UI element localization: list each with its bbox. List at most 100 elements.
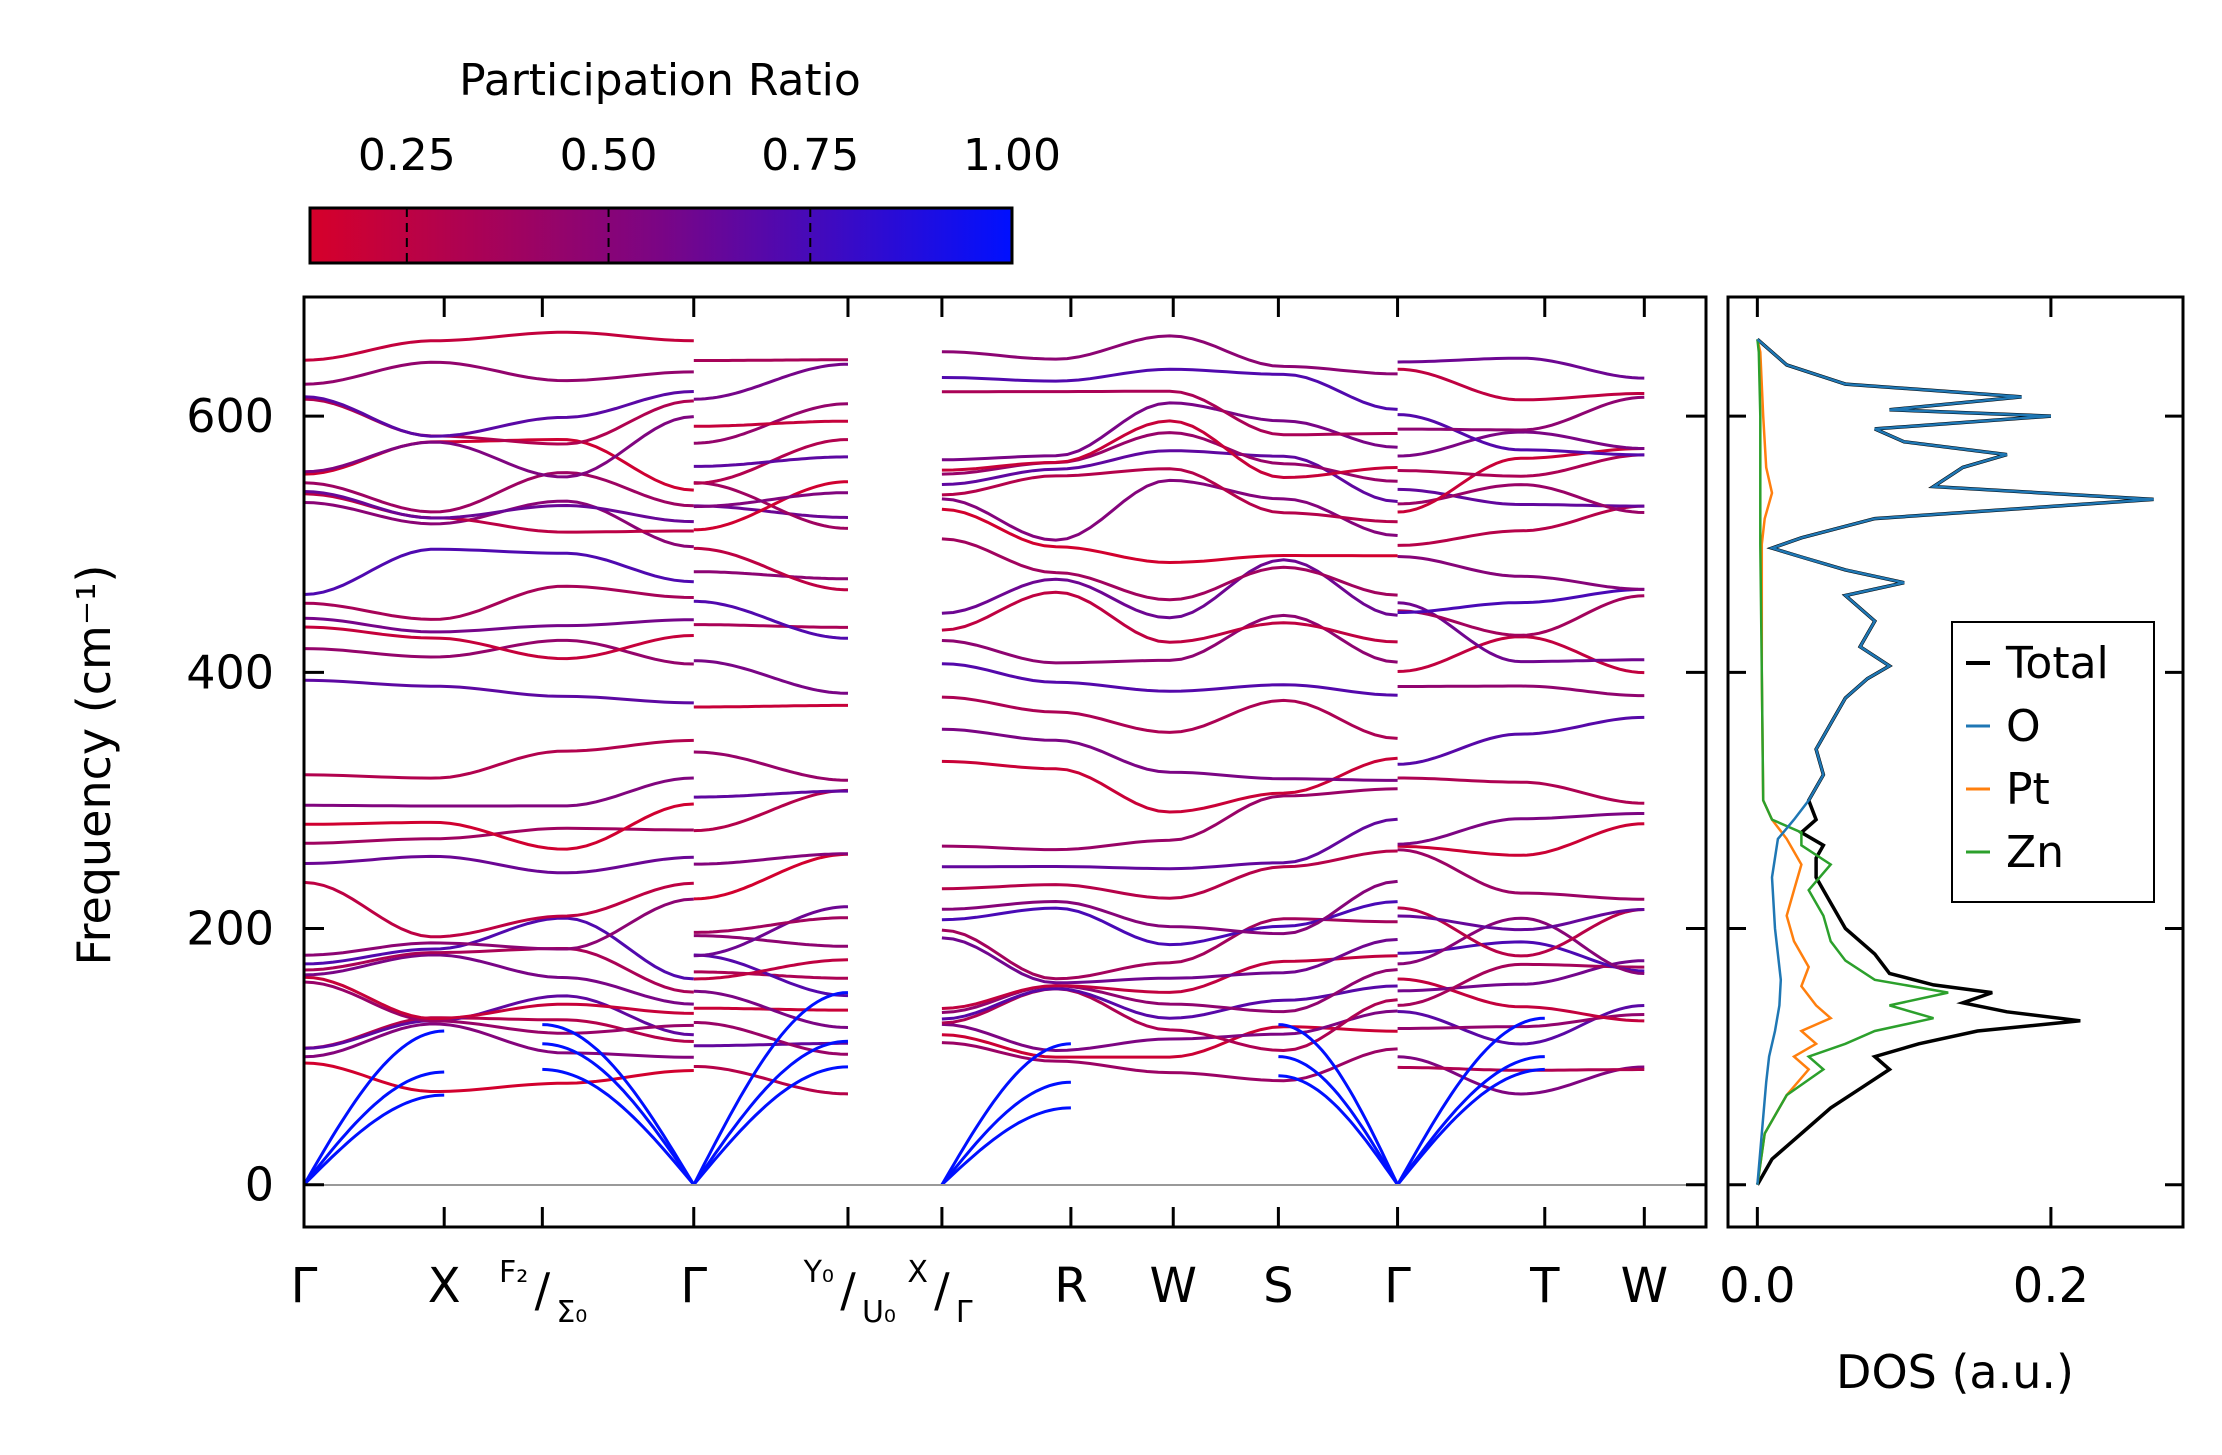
acoustic-branch: [1278, 1074, 1399, 1186]
band-x-tick-label: Γ: [1384, 1258, 1411, 1314]
phonon-branch: [693, 1065, 849, 1096]
phonon-branch: [1397, 962, 1645, 1007]
phonon-branch: [941, 613, 1398, 665]
phonon-branch: [304, 776, 694, 808]
phonon-branch: [941, 590, 1398, 644]
dos-line-zn: [1756, 339, 1949, 1185]
phonon-branch: [1397, 1065, 1645, 1072]
band-x-tick-label: F₂ / Σ₀: [499, 1255, 587, 1330]
band-x-tick-label: Y₀ / U₀: [803, 1255, 896, 1330]
band-x-tick-label-upper: Y₀: [803, 1255, 834, 1290]
band-x-tick-label-upper: X: [907, 1255, 928, 1290]
dos-x-tick-label: 0.0: [1719, 1258, 1795, 1314]
colorbar-tick-label: 0.25: [358, 130, 456, 181]
phonon-branch: [941, 984, 1398, 1021]
phonon-branch: [1397, 356, 1645, 380]
acoustic-branch: [940, 1106, 1071, 1186]
phonon-branch: [693, 789, 848, 799]
phonon-branch: [304, 625, 694, 661]
phonon-branch: [693, 480, 849, 532]
phonon-branch: [304, 738, 694, 780]
legend-frame: [1951, 621, 2155, 903]
phonon-branch: [693, 362, 849, 401]
phonon-branch: [1397, 555, 1645, 591]
phonon-branch: [304, 1061, 694, 1093]
acoustic-branch: [304, 1070, 445, 1186]
phonon-branch: [304, 897, 694, 957]
acoustic-branch: [692, 991, 849, 1186]
phonon-branch: [304, 880, 694, 939]
phonon-branch: [1397, 1055, 1645, 1096]
phonon-branch: [1397, 812, 1645, 846]
phonon-branch: [1397, 395, 1645, 432]
band-x-tick-label: Γ: [291, 1258, 318, 1314]
band-x-tick-label: W: [1150, 1258, 1197, 1314]
phonon-branch: [693, 750, 849, 782]
phonon-branch: [1397, 908, 1645, 932]
phonon-branch: [1397, 587, 1645, 614]
dos-line-o: [1756, 338, 2154, 1185]
band-x-tick-label: X / Γ: [907, 1255, 973, 1330]
phonon-branch: [941, 900, 1398, 947]
phonon-branch: [304, 975, 694, 1021]
phonon-branch: [941, 334, 1398, 376]
acoustic-branch: [304, 1093, 445, 1186]
phonon-branch: [941, 507, 1398, 565]
phonon-branch: [941, 419, 1398, 480]
band-x-tick-label: S: [1263, 1258, 1293, 1314]
phonon-branch: [941, 954, 1398, 1010]
phonon-branch: [304, 854, 694, 875]
legend-label-total: Total: [2005, 638, 2109, 689]
phonon-branch: [1397, 1004, 1645, 1046]
phonon-branch: [693, 570, 848, 581]
phonon-branch: [941, 367, 1398, 411]
phonon-branch: [1397, 977, 1645, 1023]
phonon-branch: [693, 358, 848, 362]
phonon-branch: [941, 756, 1398, 814]
phonon-branch: [1397, 916, 1645, 975]
dos-x-tick-label: 0.2: [2013, 1258, 2089, 1314]
acoustic-branch: [940, 1080, 1071, 1186]
dos-axes-frame: [1726, 295, 2185, 1229]
phonon-branch: [693, 1041, 848, 1048]
phonon-branch: [304, 471, 694, 514]
dos-panel: 0.0 0.2 DOS (a.u.) Total O Pt Zn: [1719, 295, 2185, 1399]
acoustic-branch: [940, 1042, 1071, 1186]
phonon-branch: [304, 415, 694, 479]
phonon-branch: [941, 817, 1398, 871]
phonon-branch: [1397, 594, 1645, 637]
band-x-tick-label-slash: /: [934, 1263, 950, 1317]
phonon-branch: [941, 1009, 1398, 1053]
phonon-branch: [941, 695, 1398, 740]
band-x-tick-label-lower: Σ₀: [556, 1295, 587, 1330]
band-x-tick-label: T: [1529, 1258, 1560, 1314]
phonon-branch: [1397, 413, 1645, 457]
phonon-branch: [941, 558, 1398, 620]
phonon-branch: [1397, 453, 1645, 478]
phonon-branch: [304, 397, 694, 446]
band-y-tick-label: 600: [186, 389, 274, 443]
phonon-branch: [693, 1021, 849, 1056]
phonon-branch: [693, 703, 848, 709]
phonon-branch: [1397, 635, 1645, 675]
phonon-branch: [693, 659, 849, 695]
phonon-branch: [941, 849, 1398, 900]
phonon-branch: [1397, 430, 1645, 458]
acoustic-branch: [1396, 1067, 1545, 1186]
phonon-branch: [1397, 715, 1645, 766]
band-axes-frame: [302, 295, 1708, 1229]
band-x-tick-label: Γ: [680, 1258, 707, 1314]
colorbar-gradient: [308, 206, 1014, 265]
colorbar: Participation Ratio 0.25 0.50 0.75 1.00: [308, 55, 1061, 265]
legend-label-zn: Zn: [2006, 827, 2064, 878]
phonon-branch: [693, 852, 848, 866]
phonon-branch: [304, 826, 694, 845]
phonon-branch: [304, 1022, 694, 1059]
band-x-tick-label-upper: F₂: [499, 1255, 528, 1290]
phonon-branch: [693, 504, 849, 519]
phonon-branch: [1397, 940, 1645, 973]
phonon-branch: [693, 419, 848, 428]
phonon-branch: [1397, 684, 1645, 698]
